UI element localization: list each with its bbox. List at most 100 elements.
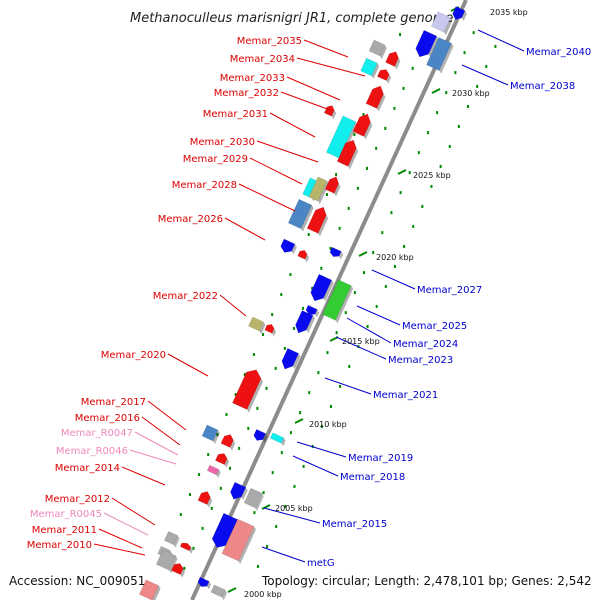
track-tick [476,84,479,88]
track-tick [390,211,393,215]
major-tick [397,169,407,175]
gene-label-left: Memar_R0045 [30,509,102,520]
track-tick [256,406,259,410]
gene-feature [287,198,314,232]
gene-label-left: Memar_2033 [220,73,285,84]
track-tick [399,33,402,37]
track-tick [188,493,191,497]
leader-line [296,57,366,77]
track-tick [348,364,351,368]
track-tick [326,351,329,355]
track-tick [247,426,250,430]
major-tick [431,88,441,94]
leader-line [256,140,319,163]
gene-feature [197,576,212,590]
map-title: Methanoculleus marisnigri JR1, complete … [130,11,453,26]
leader-line [356,305,401,326]
track-tick [299,411,302,415]
track-tick [265,386,268,390]
scale-label: 2010 kbp [309,420,347,429]
major-tick [294,418,304,424]
leader-line [121,466,166,486]
scale-label: 2025 kbp [413,171,451,180]
leader-line [335,336,387,360]
gene-label-left: Memar_2016 [75,413,140,424]
gene-label-left: Memar_2010 [27,540,92,551]
leader-line [261,546,306,563]
gene-feature [253,428,268,443]
gene-feature [376,69,392,84]
track-tick [280,451,283,455]
gene-label-left: Memar_2031 [203,109,268,120]
gene-label-left: Memar_2032 [214,88,279,99]
leader-line [93,543,146,556]
leader-line [461,64,509,86]
leader-line [296,441,347,458]
gene-feature [232,369,263,413]
track-tick [329,246,332,250]
track-tick [219,486,222,490]
gene-label-left: Memar_2017 [81,397,146,408]
gene-label-left: Memar_2035 [237,36,302,47]
topology-text: Topology: circular; Length: 2,478,101 bp… [262,574,592,588]
track-tick [463,51,466,55]
track-tick [363,271,366,275]
leader-line [263,507,321,524]
scale-label: 2030 kbp [452,89,490,98]
track-tick [280,293,283,297]
gene-feature [336,139,359,170]
gene-feature [179,542,193,554]
gene-feature [201,424,220,445]
gene-feature [214,453,230,468]
leader-line [346,317,392,344]
major-tick [358,251,368,257]
track-tick [320,266,323,270]
leader-line [141,416,181,446]
track-tick [356,186,359,190]
gene-feature [329,246,344,260]
track-tick [325,193,328,197]
gene-label-left: Memar_2034 [230,54,295,65]
gene-feature [280,238,297,255]
track-tick [330,404,333,408]
track-tick [412,224,415,228]
track-tick [320,424,323,428]
gene-label-left: Memar_R0046 [56,446,128,457]
leader-line [280,91,331,111]
leader-line [134,431,179,456]
track-tick [372,251,375,255]
track-tick [308,391,311,395]
gene-label-right: Memar_2018 [340,472,405,483]
scale-label: 2020 kbp [376,253,414,262]
gene-label-right: Memar_2021 [373,390,438,401]
gene-feature [269,432,286,447]
track-tick [289,431,292,435]
track-tick [183,566,186,570]
track-tick [485,64,488,68]
gene-label-left: Memar_2014 [55,463,120,474]
leader-line [147,400,187,431]
gene-feature [243,487,264,511]
track-tick [494,44,497,48]
gene-label-right: Memar_2025 [402,321,467,332]
track-tick [179,513,182,517]
track-tick [375,304,378,308]
leader-line [238,183,296,212]
track-tick [262,491,265,495]
track-tick [271,471,274,475]
scale-labels: 2035 kbp 2030 kbp 2025 kbp 2020 kbp 2015 kbp… [244,8,528,599]
gene-feature [221,518,256,565]
track-tick [344,311,347,315]
gene-feature [322,279,354,324]
leader-line [286,76,341,101]
gene-feature [281,348,301,370]
scale-label: 2035 kbp [490,8,528,17]
track-tick [275,524,278,528]
gene-feature [430,11,453,36]
track-tick [262,333,265,337]
gene-feature [138,579,161,600]
track-tick [283,346,286,350]
leader-line [224,217,266,241]
gene-label-right: metG [307,558,335,569]
